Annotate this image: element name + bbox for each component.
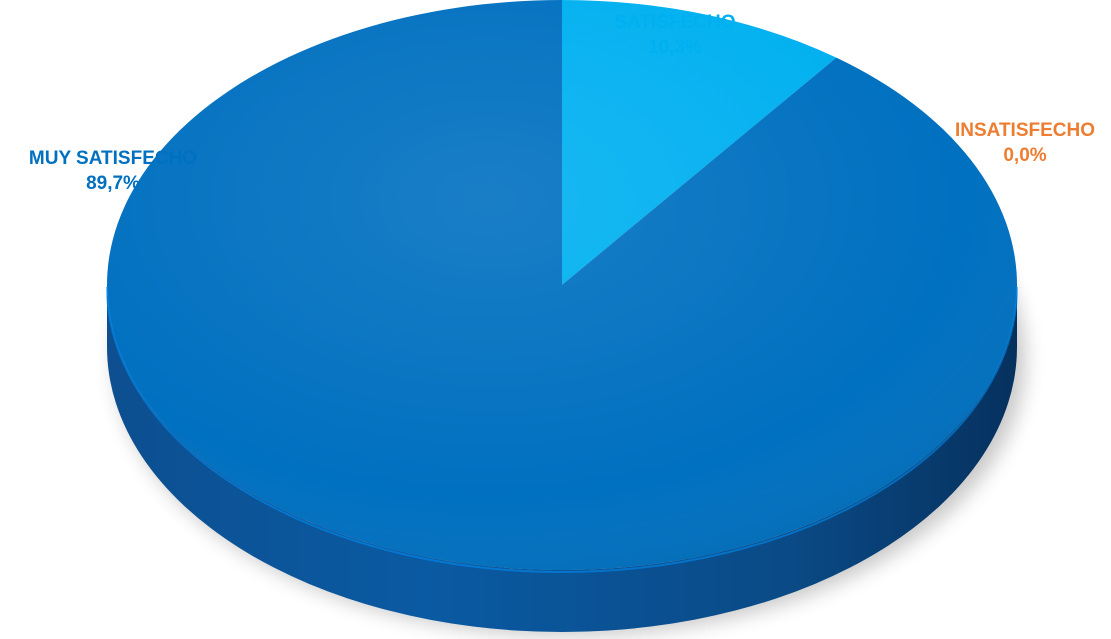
slice-label-value: 0,0% [1003,145,1047,166]
slice-label-insatisfecho: INSATISFECHO 0,0% [925,118,1111,168]
slice-label-name: SATISFECHO [614,12,736,33]
slice-label-name: MUY SATISFECHO [28,148,198,169]
pie-side-wall [107,285,1017,632]
slice-label-name: INSATISFECHO [954,120,1096,141]
slice-label-muy-satisfecho: MUY SATISFECHO 89,7% [8,146,218,196]
slice-label-satisfecho: SATISFECHO 10,3% [590,10,760,60]
pie-top-sheen [107,0,1017,570]
pie-rim-highlight [106,286,1018,573]
slice-label-value: 89,7% [86,173,140,194]
slice-label-value: 10,3% [648,37,702,58]
